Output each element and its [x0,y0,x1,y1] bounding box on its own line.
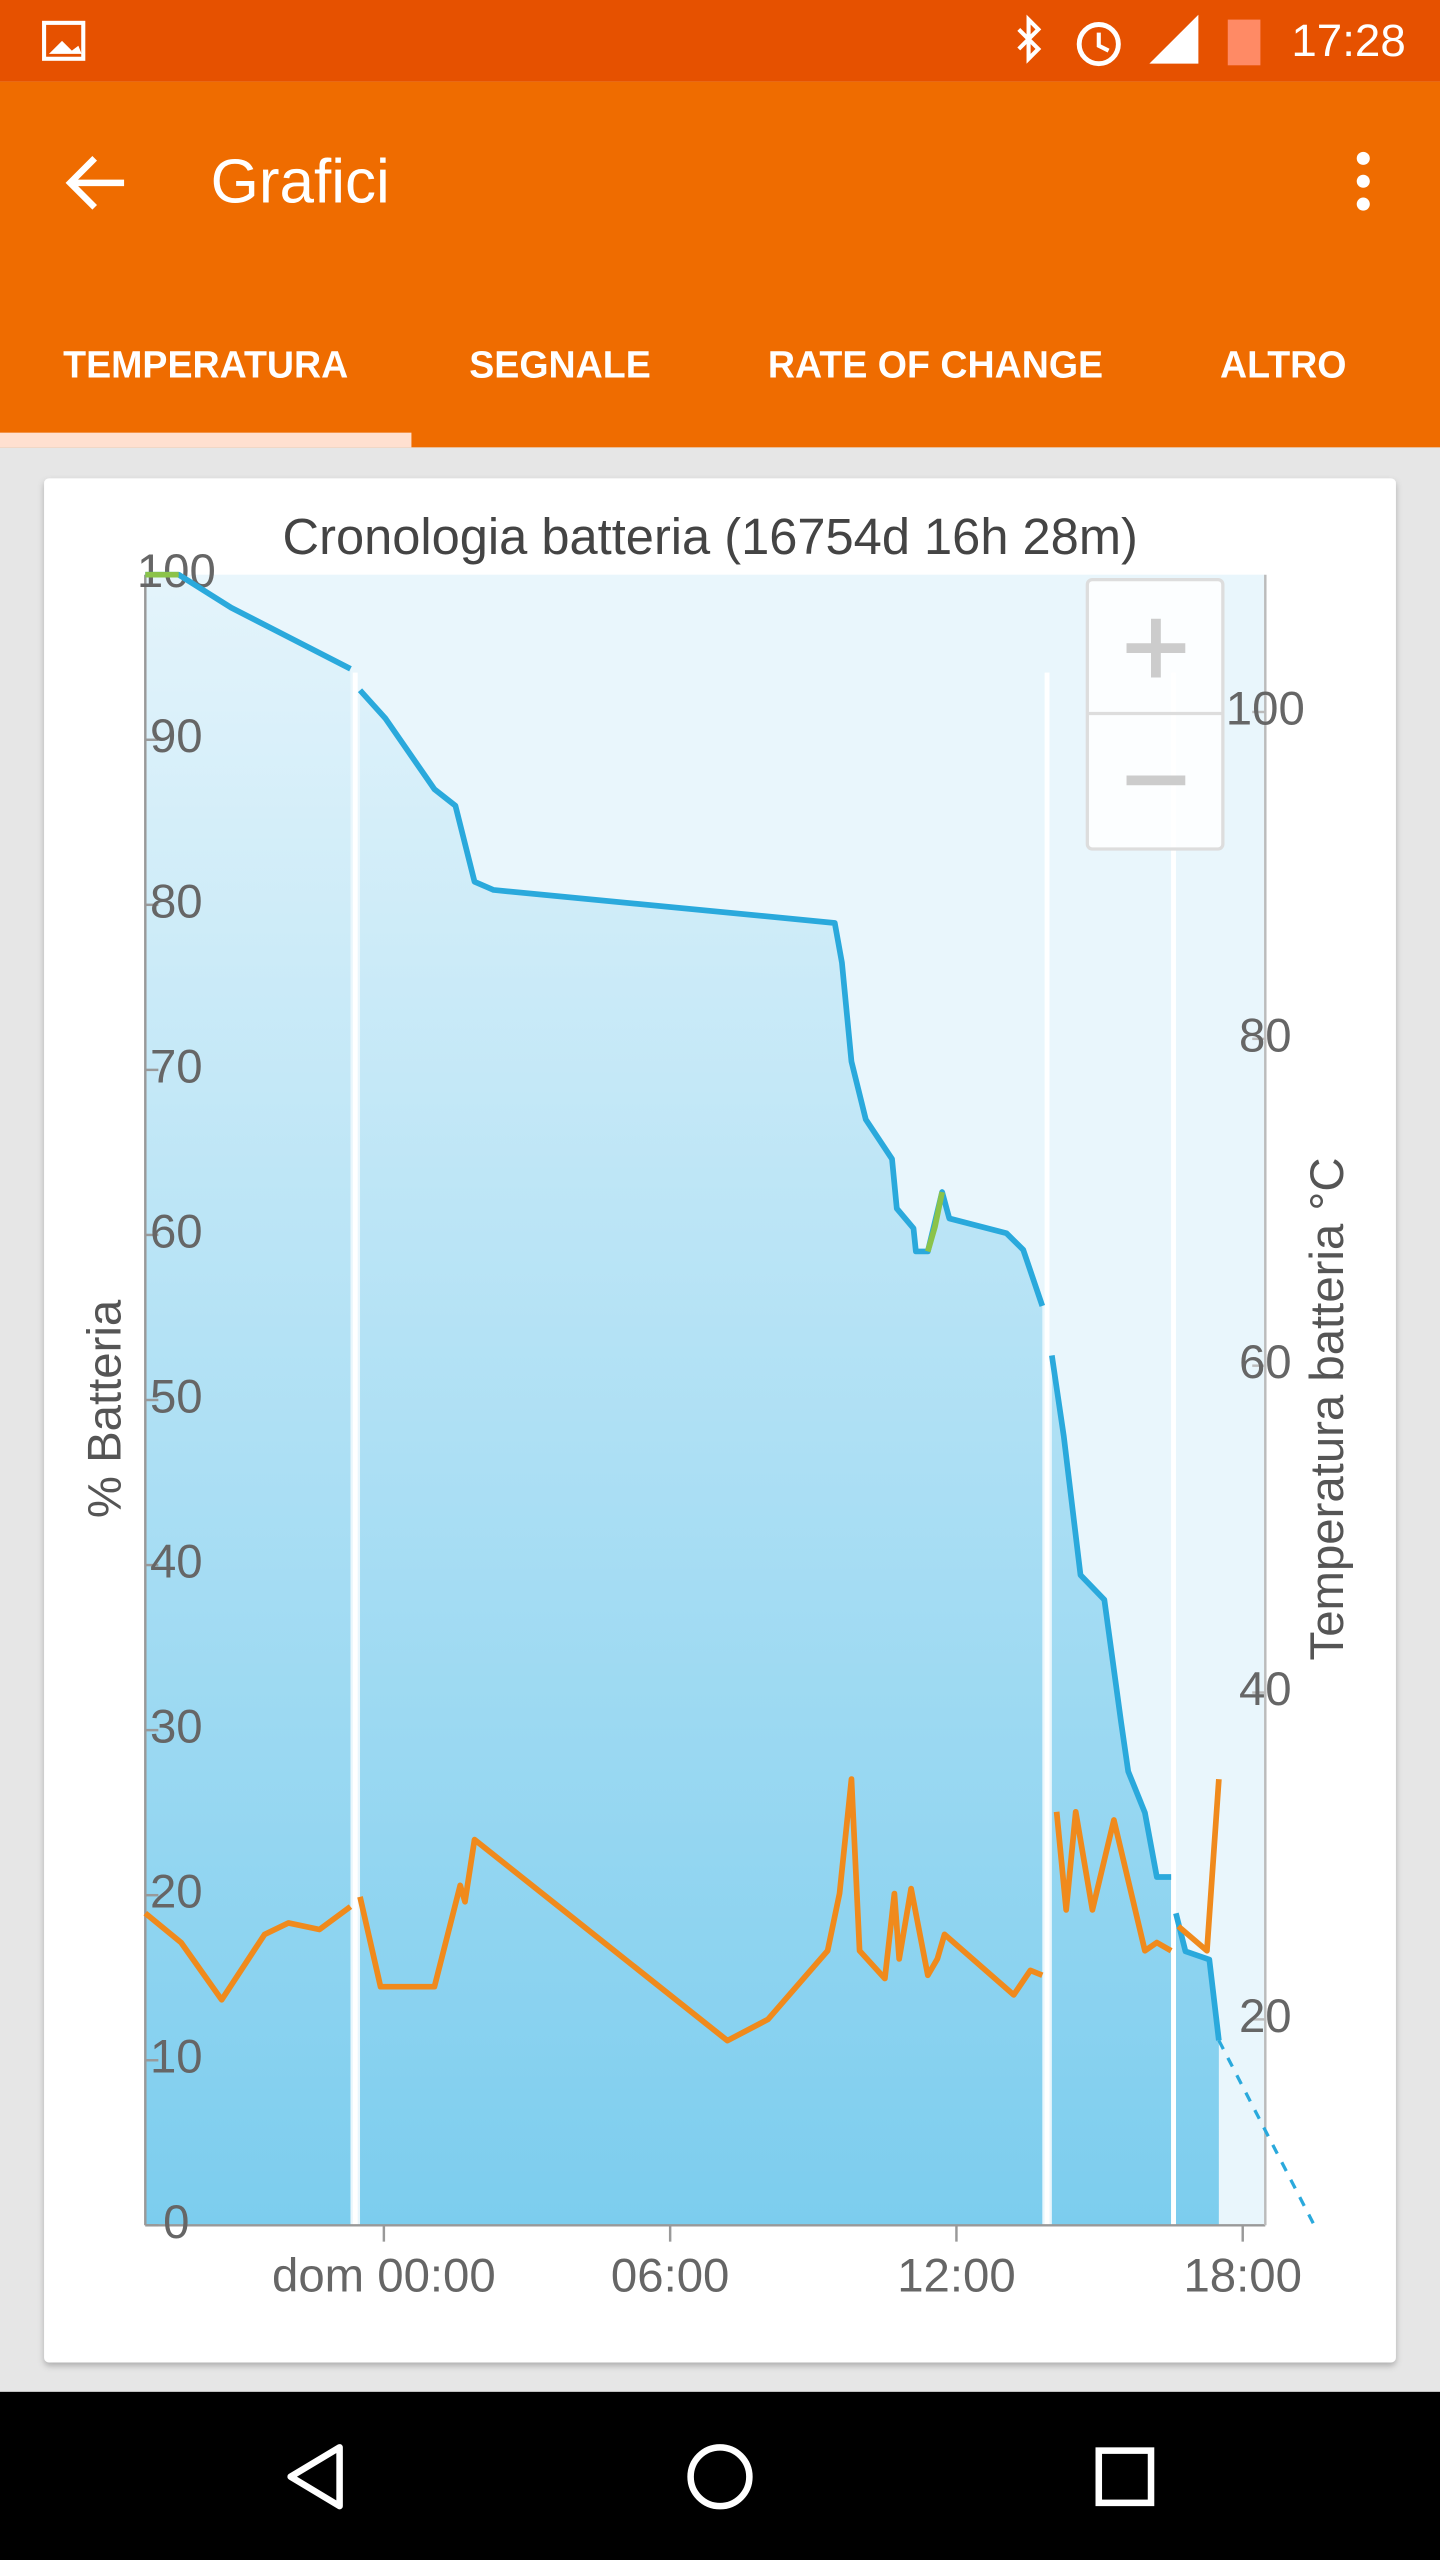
nav-recents[interactable] [1095,2447,1155,2507]
y-tick-label: 90 [150,710,203,763]
battery-icon [1227,19,1261,66]
alarm-hands [1096,32,1110,53]
tab[interactable]: SEGNALE [469,343,651,385]
y-tick-label: 70 [150,1040,203,1093]
y-tick-label: 0 [163,2196,189,2249]
y-tick-label: 80 [150,875,203,928]
tab[interactable]: TEMPERATURA [63,343,348,385]
tab-indicator [0,432,412,448]
zoom-controls [1085,577,1225,851]
alarm-icon [1076,22,1121,67]
menu-dot [1356,151,1370,165]
x-tick-label: 06:00 [611,2250,729,2303]
y-tick-label: 10 [150,2031,203,2084]
x-tick-label: dom 00:00 [272,2250,496,2303]
y2-tick-label: 80 [1239,1009,1292,1062]
status-bar [0,0,1440,82]
gallery-icon [42,20,86,61]
y-tick-label: 50 [150,1371,203,1424]
y2-tick-label: 60 [1239,1336,1292,1389]
status-time: 17:28 [1291,15,1405,66]
zoom-in[interactable] [1126,618,1186,678]
battery-line [1217,2039,1316,2227]
tab[interactable]: RATE OF CHANGE [768,343,1103,385]
y-axis-label: % Batteria [78,1299,131,1518]
menu-dot [1356,197,1370,211]
y2-axis-label: Temperatura batteria °C [1301,1158,1354,1661]
y-tick-label: 20 [150,1866,203,1919]
temperature-line [143,1776,1222,2044]
bluetooth-icon [1017,14,1042,64]
y-tick-label: 30 [150,1701,203,1754]
x-tick-label: 18:00 [1183,2250,1301,2303]
y2-tick-label: 20 [1239,1990,1292,2043]
y2-tick-label: 40 [1239,1663,1292,1716]
app-title: Grafici [211,148,390,217]
overflow-menu[interactable] [1356,151,1370,211]
battery-area [145,574,1219,2226]
y-tick-label: 40 [150,1536,203,1589]
app-bar [0,81,1440,448]
nav-back[interactable] [287,2444,343,2510]
nav-home[interactable] [687,2444,753,2510]
tab[interactable]: ALTRO [1220,343,1347,385]
back-button[interactable] [65,156,125,210]
gallery-icon-detail [48,40,82,54]
y2-tick-label: 100 [1226,682,1305,735]
battery-line [145,571,945,1253]
battery-line [145,571,1222,2041]
menu-dot [1356,174,1370,188]
nav-bar [0,2391,1440,2560]
chart-title: Cronologia batteria (16754d 16h 28m) [283,508,1138,565]
x-tick-label: 12:00 [897,2250,1015,2303]
y-tick-label: 60 [150,1205,203,1258]
